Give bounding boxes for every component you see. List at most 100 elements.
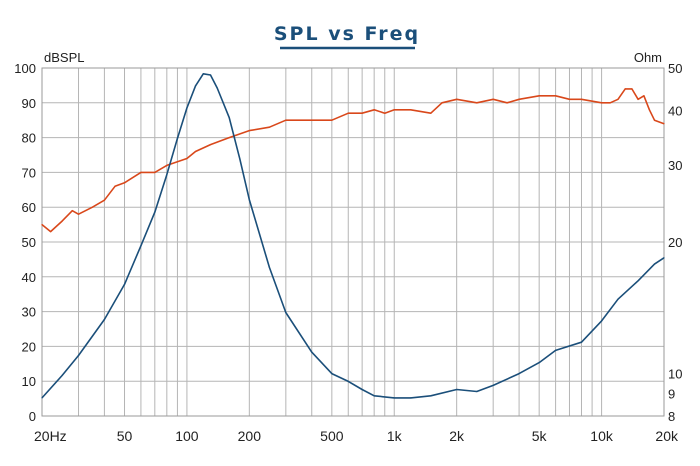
- x-tick-label: 1k: [387, 428, 403, 444]
- y-right-tick-label: 50: [668, 61, 682, 76]
- spl-data-point: [624, 88, 626, 90]
- impedance-data-point: [209, 74, 212, 76]
- spl-data-point: [430, 112, 432, 114]
- series-group: [41, 73, 665, 399]
- y-left-tick-label: 80: [22, 131, 36, 146]
- y-left-tick-label: 40: [22, 270, 36, 285]
- x-tick-label: 200: [238, 428, 262, 444]
- impedance-data-point: [140, 245, 142, 247]
- y-right-tick-label: 30: [668, 158, 682, 173]
- y-left-tick-label: 100: [14, 61, 36, 76]
- y-left-tick-label: 50: [22, 235, 36, 250]
- spl-data-point: [194, 150, 197, 153]
- y-right-tick-label: 8: [668, 409, 675, 424]
- y-left-ticks: 0 10 20 30 40 50 60 70 80 90 100: [14, 61, 36, 424]
- impedance-data-point: [41, 397, 43, 399]
- spl-data-point: [268, 126, 270, 128]
- impedance-data-point: [492, 384, 494, 386]
- spl-data-point: [347, 112, 349, 114]
- spl-data-point: [71, 210, 73, 212]
- impedance-data-point: [617, 298, 619, 300]
- spl-data-point: [50, 231, 52, 233]
- impedance-data-point: [202, 73, 204, 75]
- impedance-data-point: [103, 318, 105, 321]
- x-tick-label: 2k: [449, 428, 465, 444]
- spl-data-point: [361, 112, 363, 114]
- spl-data-point: [311, 119, 313, 121]
- spl-data-point: [248, 130, 250, 132]
- spl-data-point: [492, 98, 494, 100]
- spl-data-point: [123, 182, 126, 184]
- spl-data-point: [77, 213, 80, 215]
- y-left-axis-label: dBSPL: [44, 50, 84, 65]
- x-tick-label: 20Hz: [34, 428, 67, 444]
- y-right-tick-label: 9: [668, 387, 675, 402]
- impedance-data-point: [239, 158, 241, 160]
- spl-curve: [41, 88, 665, 233]
- y-right-tick-label: 20: [668, 235, 682, 250]
- spl-data-point: [410, 109, 412, 111]
- spl-data-point: [166, 164, 168, 166]
- x-ticks: 20Hz 50 100 200 500 1k 2k 5k 10k 20k: [34, 428, 679, 444]
- grid: [41, 67, 665, 417]
- spl-data-point: [91, 206, 93, 208]
- spl-data-point: [643, 95, 645, 97]
- spl-data-point: [393, 109, 395, 111]
- chart-title: SPL vs Freq: [274, 23, 420, 45]
- spl-data-point: [441, 102, 443, 104]
- spl-data-point: [631, 88, 633, 90]
- spl-data-point: [648, 109, 651, 111]
- impedance-data-point: [361, 388, 363, 391]
- spl-data-point: [384, 112, 386, 114]
- spl-data-point: [285, 119, 287, 121]
- spl-data-point: [154, 171, 156, 173]
- spl-data-point: [663, 123, 665, 125]
- y-left-tick-label: 60: [22, 200, 36, 215]
- impedance-data-point: [248, 199, 250, 201]
- x-tick-label: 5k: [532, 428, 548, 444]
- spl-data-point: [41, 224, 43, 226]
- x-tick-label: 10k: [590, 428, 614, 444]
- impedance-data-point: [311, 351, 313, 353]
- impedance-data-point: [456, 388, 458, 391]
- impedance-data-point: [194, 85, 197, 87]
- impedance-data-point: [555, 349, 557, 351]
- impedance-data-point: [430, 395, 432, 397]
- spl-data-point: [476, 102, 478, 104]
- impedance-data-point: [373, 395, 375, 397]
- spl-data-point: [601, 102, 603, 104]
- spl-data-point: [609, 102, 611, 104]
- spl-data-point: [114, 185, 116, 187]
- y-left-tick-label: 70: [22, 165, 36, 180]
- spl-data-point: [331, 119, 333, 121]
- x-tick-label: 50: [117, 428, 133, 444]
- impedance-data-point: [331, 373, 333, 375]
- impedance-data-point: [77, 354, 80, 357]
- spl-data-point: [209, 144, 212, 146]
- spl-data-point: [568, 98, 571, 100]
- impedance-data-point: [538, 362, 540, 364]
- impedance-data-point: [410, 397, 412, 399]
- y-right-tick-label: 10: [668, 367, 682, 382]
- spl-data-point: [228, 137, 230, 139]
- impedance-data-point: [580, 341, 583, 343]
- impedance-data-point: [123, 283, 126, 285]
- impedance-data-point: [653, 263, 656, 265]
- spl-data-point: [373, 109, 375, 111]
- y-right-ticks: 8 9 10 20 30 40 50: [668, 61, 682, 424]
- impedance-data-point: [637, 280, 639, 282]
- spl-data-point: [456, 98, 458, 100]
- y-left-tick-label: 30: [22, 305, 36, 320]
- spl-data-point: [61, 220, 63, 222]
- impedance-data-point: [285, 311, 287, 314]
- spl-data-point: [140, 171, 142, 173]
- x-tick-label: 100: [175, 428, 199, 444]
- impedance-data-point: [216, 87, 218, 89]
- spl-data-point: [555, 95, 557, 97]
- impedance-data-point: [61, 374, 63, 377]
- spl-data-point: [103, 199, 105, 201]
- x-tick-label: 500: [320, 428, 344, 444]
- x-tick-label: 20k: [655, 428, 679, 444]
